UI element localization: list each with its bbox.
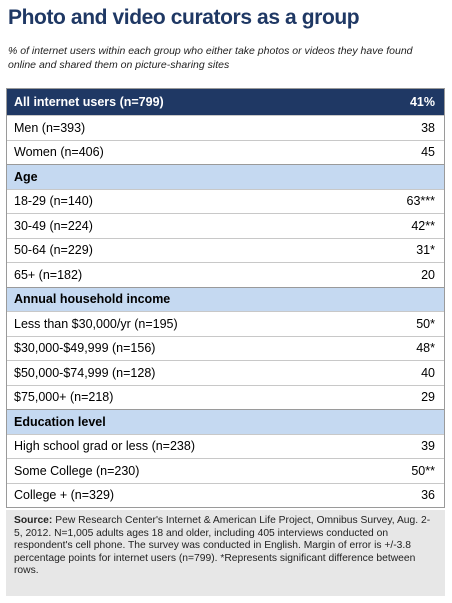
row-label: Some College (n=230) <box>14 463 140 478</box>
row-label: High school grad or less (n=238) <box>14 439 195 454</box>
data-row: College + (n=329) 36 <box>7 482 444 508</box>
data-row: Women (n=406) 45 <box>7 139 444 165</box>
row-value: 40 <box>421 365 435 380</box>
row-label: Women (n=406) <box>14 145 104 160</box>
row-value: 20 <box>421 267 435 282</box>
row-label: All internet users (n=799) <box>14 95 164 109</box>
row-label: Age <box>14 169 38 184</box>
data-row: 50-64 (n=229) 31* <box>7 237 444 263</box>
row-value: 29 <box>421 390 435 405</box>
data-row: Less than $30,000/yr (n=195) 50* <box>7 311 444 336</box>
data-row: $30,000-$49,999 (n=156) 48* <box>7 335 444 361</box>
row-value: 50* <box>416 316 435 331</box>
title: Photo and video curators as a group <box>8 6 360 29</box>
data-row: High school grad or less (n=238) 39 <box>7 433 444 459</box>
row-label: 50-64 (n=229) <box>14 243 93 258</box>
row-label: 18-29 (n=140) <box>14 194 93 209</box>
data-row: 30-49 (n=224) 42** <box>7 213 444 238</box>
row-value: 63*** <box>406 194 436 209</box>
data-row: 18-29 (n=140) 63*** <box>7 188 444 214</box>
section-row: Age <box>7 164 444 189</box>
note-label: Source: <box>14 515 53 526</box>
row-label: Men (n=393) <box>14 120 86 135</box>
row-label: Education level <box>14 414 106 429</box>
row-value: 31* <box>416 243 435 258</box>
row-label: Less than $30,000/yr (n=195) <box>14 316 178 331</box>
row-label: College + (n=329) <box>14 488 115 503</box>
row-label: 65+ (n=182) <box>14 267 83 282</box>
data-row: Some College (n=230) 50** <box>7 458 444 483</box>
row-value: 45 <box>421 145 435 160</box>
row-label: $30,000-$49,999 (n=156) <box>14 341 156 356</box>
row-value: 50** <box>411 463 435 478</box>
header-row: All internet users (n=799) 41% <box>7 89 444 115</box>
row-value: 39 <box>421 439 435 454</box>
row-label: $50,000-$74,999 (n=128) <box>14 365 156 380</box>
note-text: Pew Research Center's Internet & America… <box>14 515 431 577</box>
section-row: Annual household income <box>7 286 444 311</box>
row-value: 42** <box>411 218 435 233</box>
row-value: 48* <box>416 341 435 356</box>
source-note: Source: Pew Research Center's Internet &… <box>6 510 445 596</box>
row-value: 38 <box>421 120 435 135</box>
data-row: $75,000+ (n=218) 29 <box>7 384 444 410</box>
table: All internet users (n=799) 41% Men (n=393)… <box>6 88 445 508</box>
row-label: 30-49 (n=224) <box>14 218 93 233</box>
row-label: $75,000+ (n=218) <box>14 390 114 405</box>
data-row: 65+ (n=182) 20 <box>7 262 444 287</box>
row-label: Annual household income <box>14 292 171 307</box>
row-value: 41% <box>409 95 435 109</box>
row-value: 36 <box>421 488 435 503</box>
subtitle: % of internet users within each group wh… <box>8 45 413 71</box>
data-row: $50,000-$74,999 (n=128) 40 <box>7 360 444 385</box>
data-row: Men (n=393) 38 <box>7 115 444 140</box>
section-row: Education level <box>7 409 444 434</box>
